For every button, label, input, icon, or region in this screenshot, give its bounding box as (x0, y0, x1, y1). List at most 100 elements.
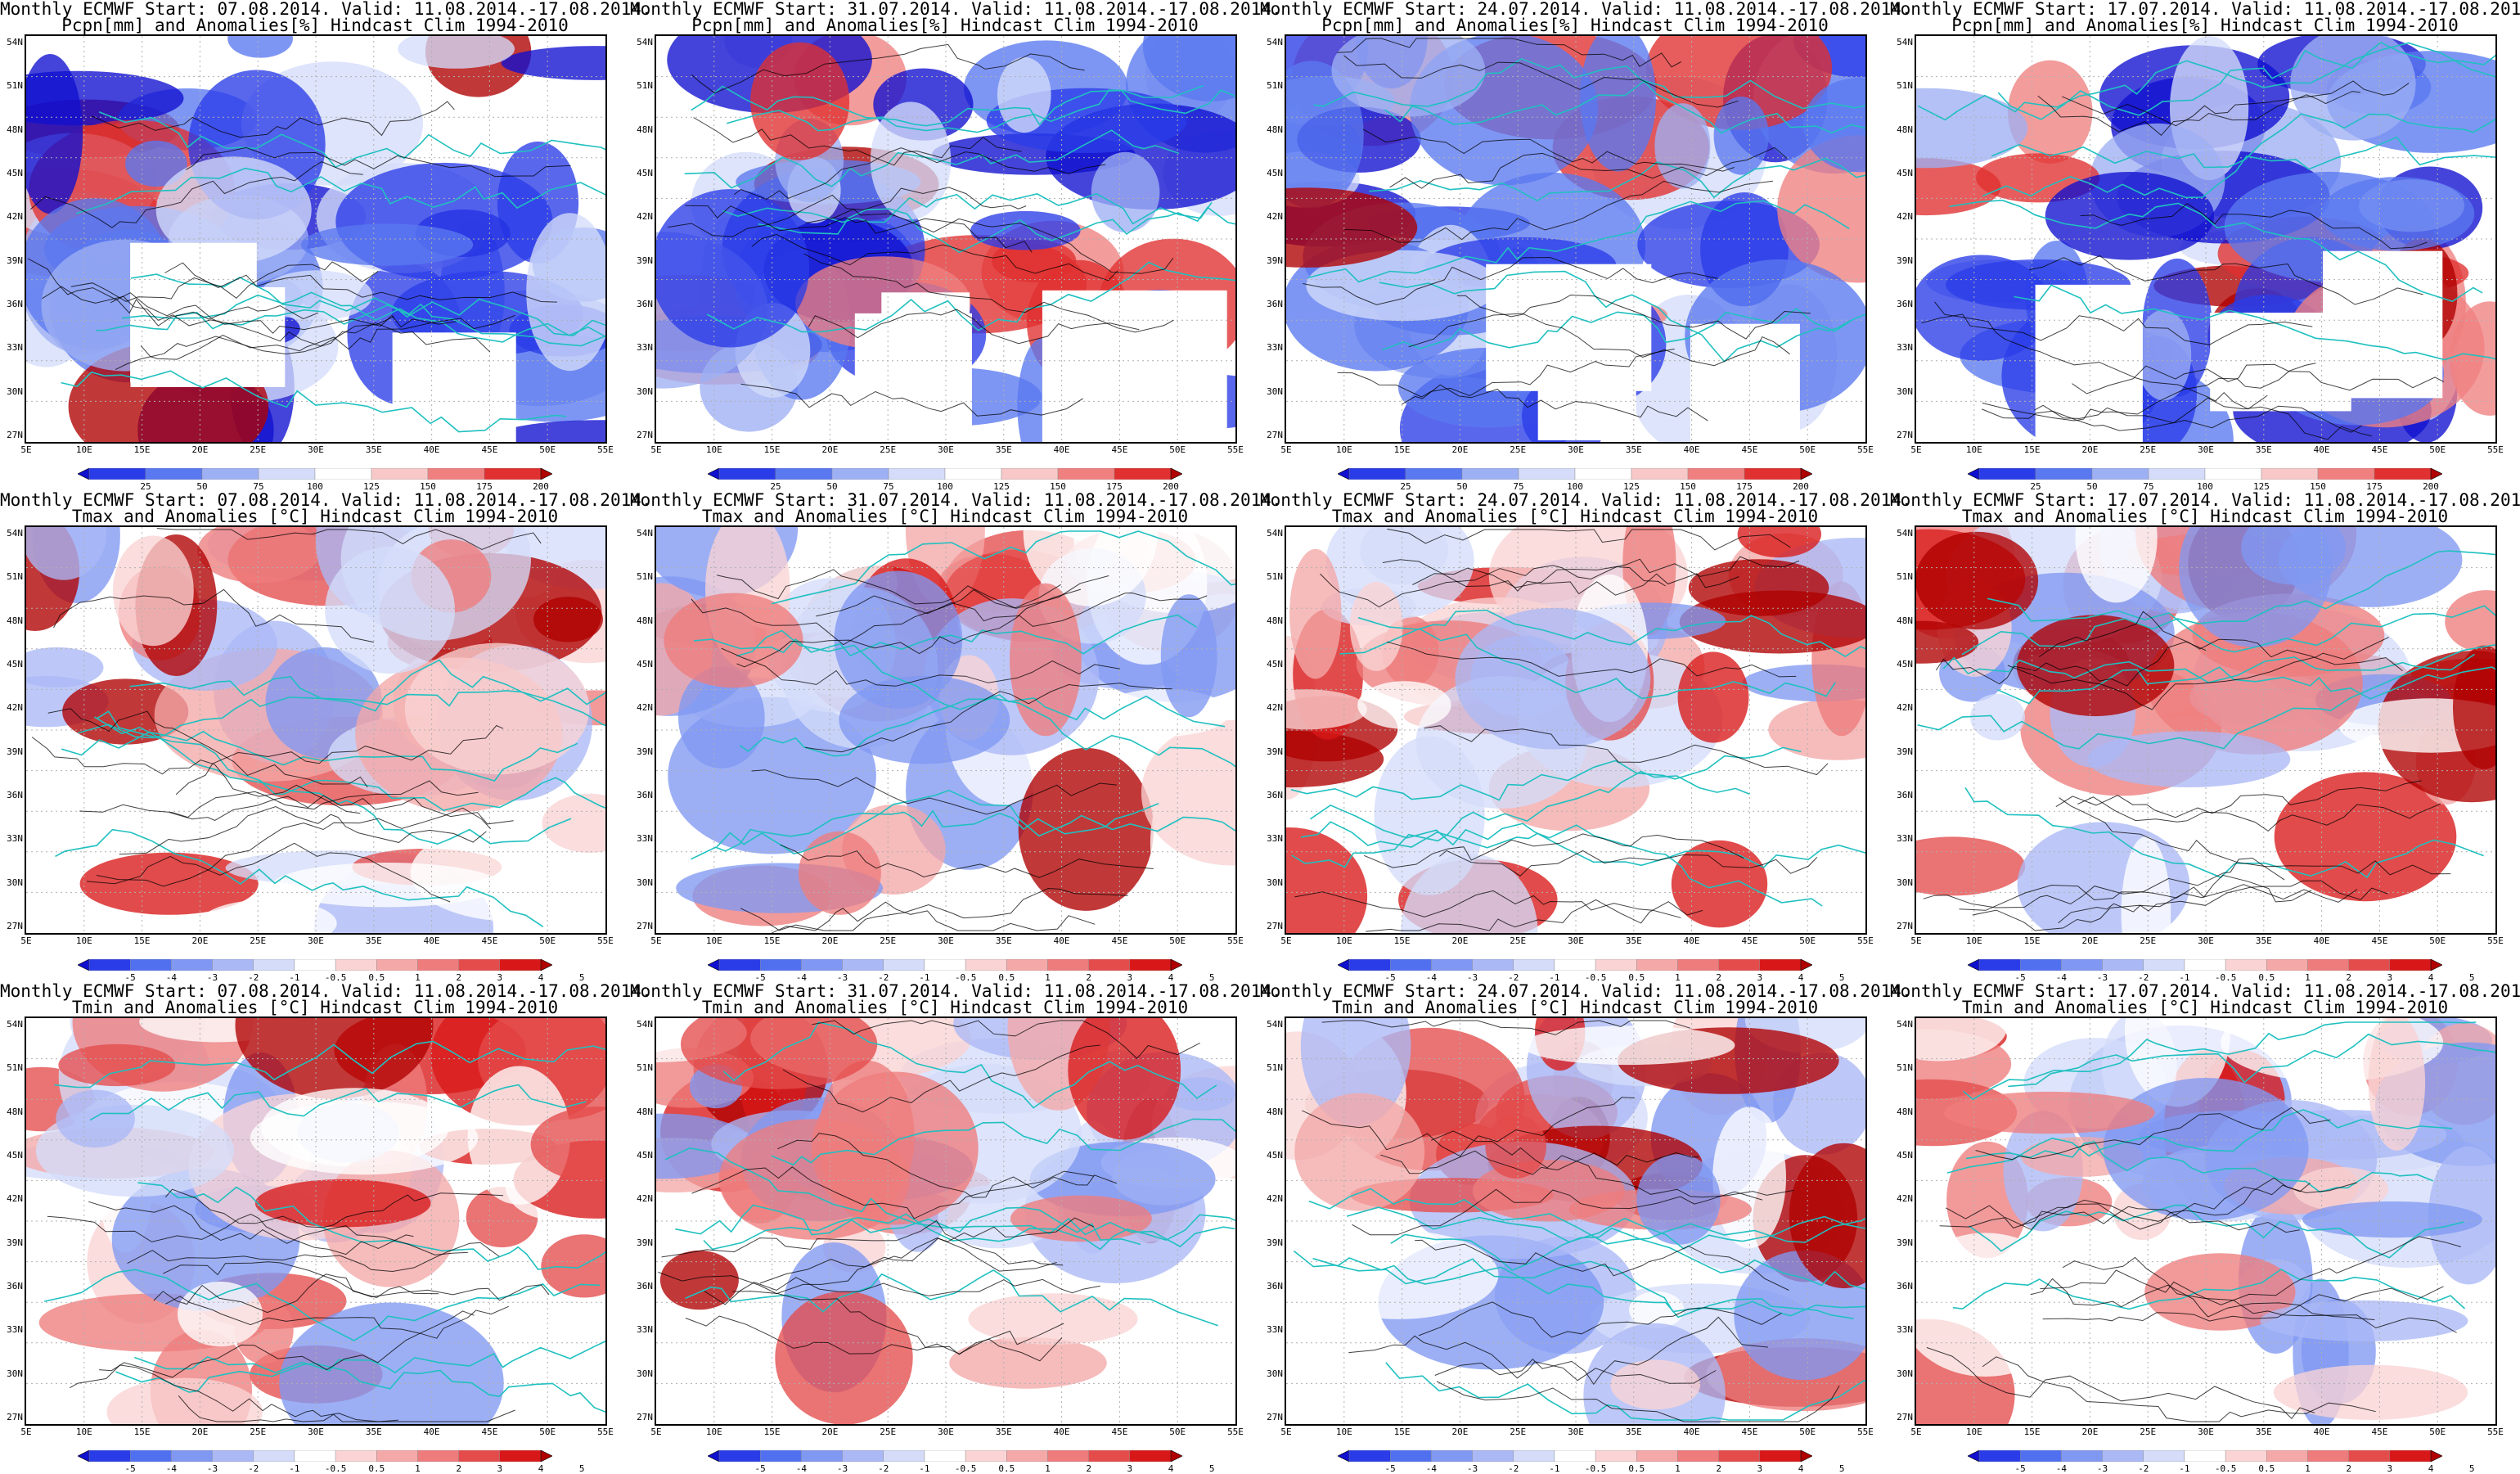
map-svg (1286, 527, 1865, 933)
contour-line (736, 588, 1082, 668)
colorbar-tick-label: 1 (415, 972, 421, 983)
anomaly-area (279, 1302, 504, 1424)
anomaly-area (2445, 590, 2495, 653)
map-field[interactable] (1285, 1016, 1867, 1426)
latitude-label: 30N (637, 1368, 653, 1379)
map-field[interactable] (655, 525, 1237, 935)
anomaly-area (870, 101, 952, 220)
coastline (694, 614, 1198, 657)
colorbar-low-arrow (1338, 1450, 1350, 1462)
map-field[interactable] (25, 525, 607, 935)
colorbar-tick-label: 3 (497, 1463, 503, 1474)
panel-title-line2: Tmin and Anomalies [°C] Hindcast Clim 19… (1961, 998, 2449, 1017)
colorbar-tick-label: -2 (878, 972, 889, 983)
colorbar-tick-label: -5 (754, 972, 766, 983)
coastline (1997, 666, 2495, 705)
colorbar-low-arrow (1338, 468, 1350, 480)
colorbar-tick-label: 4 (2428, 972, 2434, 983)
anomaly-area (1023, 527, 1159, 606)
colorbar-tick-label: -1 (289, 1463, 300, 1474)
colorbar-tick-label: 25 (770, 481, 781, 492)
map-svg (656, 527, 1235, 933)
map-field[interactable] (1285, 34, 1867, 444)
anomaly-area (2144, 1253, 2296, 1331)
colorbar-segment (1636, 959, 1678, 971)
colorbar-tick-label: -0.5 (324, 972, 347, 983)
colorbar-high-arrow (1170, 468, 1182, 480)
contour-line (70, 261, 379, 302)
colorbar-segment (1472, 959, 1514, 971)
colorbar-segment (1389, 1450, 1432, 1462)
longitude-label: 55E (1857, 935, 1874, 946)
map-field[interactable] (1915, 525, 2497, 935)
latitude-label: 33N (637, 833, 653, 845)
longitude-label: 5E (650, 1427, 662, 1437)
contour-line (1436, 1381, 1840, 1422)
map-field[interactable] (655, 1016, 1237, 1426)
colorbar-tick-label: 3 (1757, 1463, 1763, 1474)
contour-line (87, 842, 451, 903)
coastline (2014, 284, 2495, 361)
colorbar (1968, 1450, 2442, 1462)
latitude-label: 36N (637, 790, 653, 800)
map-field[interactable] (1285, 525, 1867, 935)
longitude-label: 45E (481, 935, 498, 946)
map-field[interactable] (1915, 34, 2497, 444)
colorbar-tick-label: 4 (538, 972, 544, 983)
coastline (1942, 653, 2475, 683)
longitude-label: 15E (763, 935, 781, 946)
anomaly-area (404, 642, 590, 775)
latitude-label: 54N (637, 528, 653, 539)
colorbar-segment (775, 468, 833, 480)
colorbar-tick-label: 1 (415, 1463, 421, 1474)
anomaly-area (106, 1377, 263, 1424)
colorbar-tick-label: 2 (2346, 1463, 2351, 1474)
map-field[interactable] (655, 34, 1237, 444)
colorbar-tick-label: 100 (1567, 481, 1583, 492)
colorbar-tick-label: 3 (1757, 972, 1763, 983)
latitude-label: 33N (637, 1324, 653, 1336)
colorbar-tick-label: -2 (1508, 1463, 1519, 1474)
colorbar-high-arrow (1800, 959, 1812, 971)
colorbar-tick-label: 3 (1127, 972, 1133, 983)
colorbar-tick-label: 0.5 (1628, 1463, 1645, 1474)
longitude-label: 10E (1965, 935, 1982, 946)
longitude-label: 5E (1280, 935, 1292, 946)
colorbar-tick-label: 5 (578, 972, 585, 983)
colorbar-high-arrow (2430, 468, 2442, 480)
colorbar-segment (1129, 959, 1172, 971)
anomaly-area (1789, 1143, 1865, 1289)
map-svg (1916, 36, 2495, 442)
longitude-label: 35E (995, 1427, 1012, 1437)
colorbar-tick-label: 5 (2468, 1463, 2475, 1474)
coastline (739, 694, 1226, 757)
colorbar-tick-label: 100 (307, 481, 323, 492)
map-field[interactable] (25, 1016, 607, 1426)
anomaly-area (1306, 250, 1500, 322)
coastline (664, 1147, 1235, 1248)
longitude-label: 5E (20, 935, 32, 946)
longitude-label: 45E (1741, 1427, 1758, 1437)
contour-line (2040, 1236, 2461, 1305)
map-field[interactable] (25, 34, 607, 444)
coastline (675, 1204, 1141, 1246)
panel-title-line2: Tmin and Anomalies [°C] Hindcast Clim 19… (1331, 998, 1819, 1017)
colorbar-segment (1595, 1450, 1637, 1462)
latitude-label: 36N (7, 299, 23, 309)
longitude-label: 25E (1510, 1427, 1527, 1437)
map-field[interactable] (1915, 1016, 2497, 1426)
map-panel: Monthly ECMWF Start: 07.08.2014. Valid: … (0, 982, 652, 1474)
longitude-label: 45E (481, 1427, 498, 1437)
colorbar-tick-label: -2 (878, 1463, 889, 1474)
contour-line (2037, 91, 2361, 136)
latitude-label: 39N (637, 1237, 653, 1248)
anomaly-area (2368, 1018, 2426, 1151)
anomaly-area (1299, 1230, 1499, 1319)
longitude-label: 5E (20, 1427, 32, 1437)
longitude-label: 55E (1857, 444, 1874, 455)
longitude-label: 15E (133, 1427, 151, 1437)
longitude-label: 30E (308, 444, 324, 455)
coastline (1949, 199, 2483, 303)
anomaly-area (301, 223, 474, 266)
longitude-label: 35E (2255, 1427, 2272, 1437)
